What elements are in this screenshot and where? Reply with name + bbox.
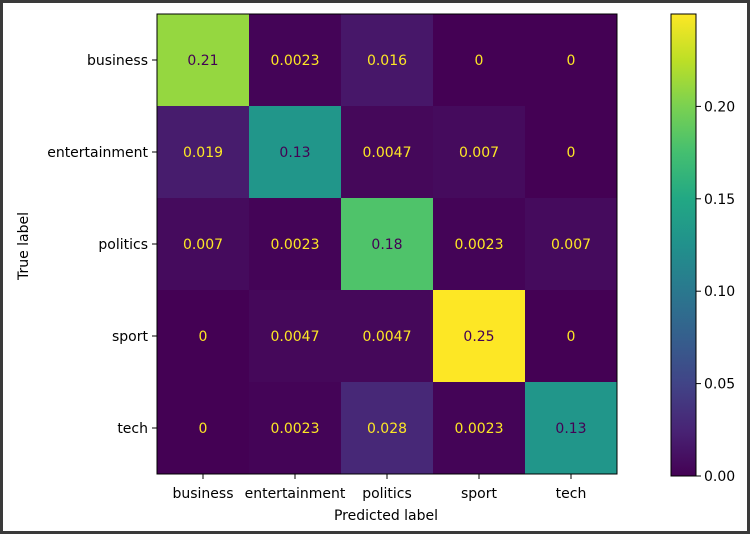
heatmap-cell-politics-entertainment: [249, 198, 341, 290]
cell-value-label: 0.0023: [455, 237, 504, 253]
heatmap-cell-sport-business: [157, 290, 249, 382]
colorbar-tick-label: 0.10: [704, 284, 735, 300]
x-tick-label-tech: tech: [556, 486, 587, 502]
y-axis-label: True label: [16, 212, 32, 281]
cell-value-label: 0: [475, 53, 484, 69]
heatmap-cell-tech-tech: [525, 382, 617, 474]
cell-value-label: 0.016: [367, 53, 407, 69]
x-tick-label-sport: sport: [461, 486, 498, 502]
cell-value-label: 0.21: [187, 53, 218, 69]
cell-value-label: 0.0023: [455, 421, 504, 437]
heatmap-cell-business-sport: [433, 14, 525, 106]
cell-value-label: 0.028: [367, 421, 407, 437]
cell-value-label: 0: [199, 421, 208, 437]
confusion-matrix-chart: 0.21 0.0023 0.016 0 0 0.019 0.13 0.0047 0.007 0 0.…: [16, 13, 735, 524]
heatmap-cell-entertainment-politics: [341, 106, 433, 198]
cell-value-label: 0.18: [371, 237, 402, 253]
heatmap-cell-sport-entertainment: [249, 290, 341, 382]
x-tick-label-politics: politics: [362, 486, 412, 502]
cell-value-label: 0.13: [279, 145, 310, 161]
cell-value-label: 0.13: [555, 421, 586, 437]
x-axis-label: Predicted label: [334, 508, 438, 524]
cell-value-label: 0.0047: [271, 329, 320, 345]
heatmap-cell-sport-sport: [433, 290, 525, 382]
x-tick-label-entertainment: entertainment: [245, 486, 346, 502]
colorbar-tick-label: 0.00: [704, 469, 735, 485]
colorbar-tick-label: 0.20: [704, 99, 735, 115]
cell-value-label: 0.0023: [271, 53, 320, 69]
colorbar-tick-label: 0.15: [704, 192, 735, 208]
heatmap-cell-politics-business: [157, 198, 249, 290]
cell-value-label: 0.25: [463, 329, 494, 345]
heatmap-cell-tech-business: [157, 382, 249, 474]
cell-value-label: 0: [567, 329, 576, 345]
cell-value-label: 0.0023: [271, 421, 320, 437]
heatmap-cell-business-business: [157, 14, 249, 106]
y-tick-label-entertainment: entertainment: [47, 145, 148, 161]
colorbar-gradient: [670, 13, 697, 477]
x-tick-label-business: business: [172, 486, 233, 502]
y-tick-label-politics: politics: [98, 237, 148, 253]
cell-value-label: 0.0047: [363, 329, 412, 345]
y-tick-label-tech: tech: [117, 421, 148, 437]
heatmap-cell-business-tech: [525, 14, 617, 106]
y-tick-label-business: business: [87, 53, 148, 69]
heatmap-cell-entertainment-business: [157, 106, 249, 198]
colorbar: 0.00 0.05 0.10 0.15 0.20: [670, 13, 735, 485]
heatmap-cell-business-politics: [341, 14, 433, 106]
heatmap-cell-entertainment-entertainment: [249, 106, 341, 198]
colorbar-tick-label: 0.05: [704, 377, 735, 393]
y-tick-label-sport: sport: [112, 329, 149, 345]
cell-value-label: 0.007: [459, 145, 499, 161]
heatmap-cell-sport-politics: [341, 290, 433, 382]
heatmap-cell-politics-sport: [433, 198, 525, 290]
confusion-matrix-figure: 0.21 0.0023 0.016 0 0 0.019 0.13 0.0047 0.007 0 0.…: [3, 3, 747, 531]
heatmap-cell-sport-tech: [525, 290, 617, 382]
heatmap-cell-tech-sport: [433, 382, 525, 474]
heatmap-cell-entertainment-tech: [525, 106, 617, 198]
cell-value-label: 0: [199, 329, 208, 345]
heatmap-cell-entertainment-sport: [433, 106, 525, 198]
cell-value-label: 0.007: [183, 237, 223, 253]
cell-value-label: 0.019: [183, 145, 223, 161]
cell-value-label: 0.007: [551, 237, 591, 253]
heatmap-cell-tech-entertainment: [249, 382, 341, 474]
cell-value-label: 0: [567, 145, 576, 161]
heatmap-cell-politics-tech: [525, 198, 617, 290]
cell-value-label: 0.0023: [271, 237, 320, 253]
heatmap-cell-politics-politics: [341, 198, 433, 290]
cell-value-label: 0: [567, 53, 576, 69]
heatmap-cell-business-entertainment: [249, 14, 341, 106]
cell-value-label: 0.0047: [363, 145, 412, 161]
heatmap-cell-tech-politics: [341, 382, 433, 474]
